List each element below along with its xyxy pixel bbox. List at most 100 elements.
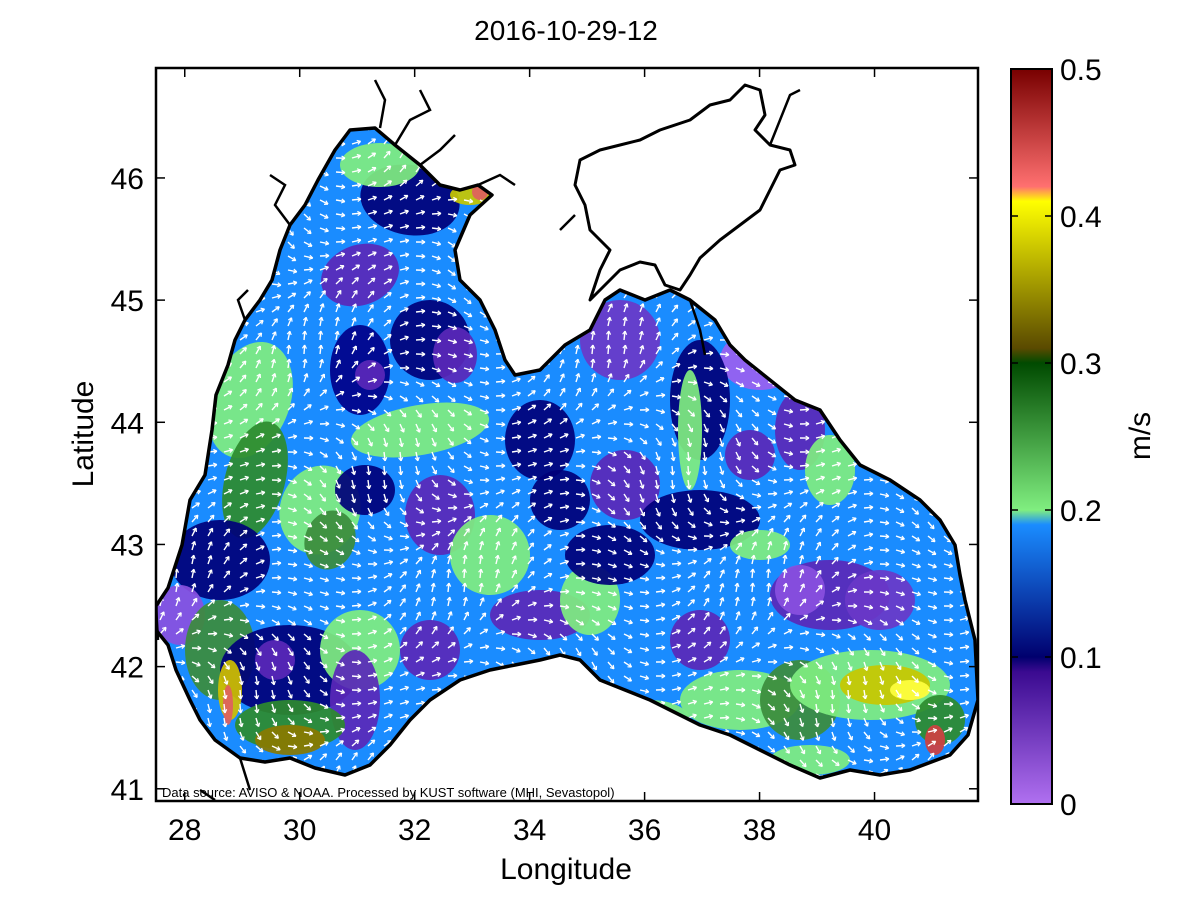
current-arrow xyxy=(671,304,679,313)
current-arrow xyxy=(783,490,793,495)
current-arrowhead xyxy=(481,612,487,618)
current-arrowhead xyxy=(581,533,586,539)
current-arrow xyxy=(559,505,569,509)
current-arrowhead xyxy=(403,396,409,402)
current-arrowhead xyxy=(340,184,346,190)
current-arrowhead xyxy=(228,632,234,638)
speed-patch xyxy=(670,610,730,670)
current-arrowhead xyxy=(915,536,921,542)
current-arrow xyxy=(463,643,473,649)
current-arrow xyxy=(447,493,457,498)
current-arrowhead xyxy=(468,643,473,648)
current-arrowhead xyxy=(675,362,681,368)
current-arrow xyxy=(351,409,361,413)
current-arrow xyxy=(927,689,937,695)
current-arrowhead xyxy=(258,635,264,641)
current-arrow xyxy=(271,283,282,286)
current-arrow xyxy=(239,543,248,551)
current-arrowhead xyxy=(948,660,954,666)
current-arrowhead xyxy=(386,305,392,311)
current-arrow xyxy=(287,605,297,611)
current-arrowhead xyxy=(431,456,437,461)
current-arrowhead xyxy=(624,373,630,379)
current-arrowhead xyxy=(433,483,439,488)
current-arrowhead xyxy=(227,376,232,381)
current-arrowhead xyxy=(686,484,692,490)
current-arrowhead xyxy=(451,257,456,262)
current-arrowhead xyxy=(574,344,580,350)
current-arrow xyxy=(591,331,595,341)
current-arrow xyxy=(895,549,905,554)
current-arrowhead xyxy=(852,573,857,578)
current-arrowhead xyxy=(804,476,810,482)
current-arrowhead xyxy=(338,277,344,282)
current-arrowhead xyxy=(371,536,377,542)
current-arrowhead xyxy=(369,304,374,309)
current-arrowhead xyxy=(852,760,857,765)
current-arrow xyxy=(255,619,265,624)
current-arrow xyxy=(767,731,775,739)
current-arrowhead xyxy=(820,419,826,425)
current-arrowhead xyxy=(800,527,806,533)
current-arrowhead xyxy=(564,433,569,438)
current-arrow xyxy=(383,686,393,691)
current-arrowhead xyxy=(916,605,921,611)
current-arrowhead xyxy=(227,502,232,507)
current-arrowhead xyxy=(372,644,378,649)
current-arrowhead xyxy=(324,741,329,746)
speed-patch xyxy=(725,430,775,480)
current-arrow xyxy=(383,252,393,257)
current-arrow xyxy=(783,689,791,698)
current-arrowhead xyxy=(432,555,437,560)
current-arrowhead xyxy=(979,349,983,353)
current-arrowhead xyxy=(238,680,244,686)
current-arrow xyxy=(895,717,904,724)
current-arrowhead xyxy=(516,377,521,383)
current-arrowhead xyxy=(626,524,631,530)
current-arrow xyxy=(399,656,409,663)
current-arrowhead xyxy=(708,335,714,341)
current-arrowhead xyxy=(451,642,456,647)
current-arrowhead xyxy=(353,360,359,366)
current-arrow xyxy=(239,334,248,341)
current-arrowhead xyxy=(803,502,808,507)
current-arrow xyxy=(479,541,484,551)
current-arrowhead xyxy=(686,457,692,462)
current-arrowhead xyxy=(225,541,230,547)
current-arrow xyxy=(735,465,742,475)
current-arrowhead xyxy=(291,732,297,738)
current-arrowhead xyxy=(197,645,202,651)
current-arrowhead xyxy=(548,447,553,453)
current-arrow xyxy=(831,689,834,700)
current-arrow xyxy=(831,489,841,495)
current-arrow xyxy=(447,568,450,579)
current-arrow xyxy=(383,493,388,503)
current-arrow xyxy=(175,597,180,607)
current-arrowhead xyxy=(559,359,565,364)
current-arrow xyxy=(735,673,745,677)
current-arrow xyxy=(911,535,921,542)
current-arrow xyxy=(703,701,713,705)
current-arrowhead xyxy=(836,633,841,639)
current-arrowhead xyxy=(271,344,277,350)
current-arrow xyxy=(239,503,249,509)
current-arrow xyxy=(799,541,804,551)
current-arrow xyxy=(303,577,313,582)
current-arrowhead xyxy=(513,514,519,520)
current-arrow xyxy=(415,672,425,677)
current-arrowhead xyxy=(644,563,650,569)
current-arrow xyxy=(383,535,393,540)
current-arrow xyxy=(303,241,313,247)
current-arrowhead xyxy=(516,391,521,397)
current-arrowhead xyxy=(307,495,312,500)
current-arrowhead xyxy=(836,461,842,467)
current-arrow xyxy=(271,534,282,537)
current-arrow xyxy=(335,289,342,299)
current-arrow xyxy=(495,489,505,495)
current-arrowhead xyxy=(661,659,666,665)
current-arrowhead xyxy=(853,603,858,609)
current-arrow xyxy=(191,527,197,537)
current-arrowhead xyxy=(404,266,410,272)
current-arrow xyxy=(671,479,674,490)
current-arrowhead xyxy=(501,421,506,427)
